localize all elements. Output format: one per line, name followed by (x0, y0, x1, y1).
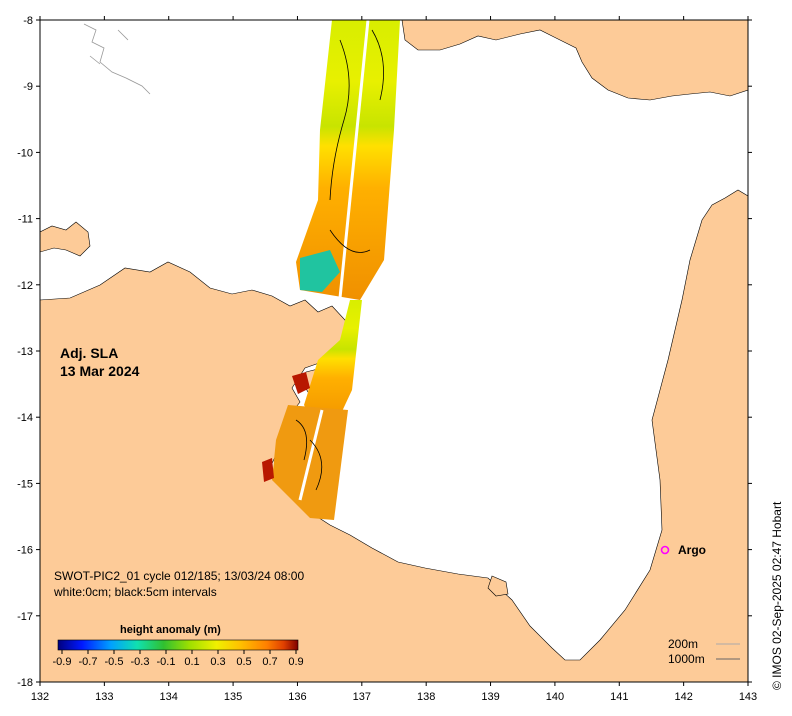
longitude-axis: 132 133 134 135 136 137 138 139 140 141 142 143 (31, 16, 757, 703)
lat-tick-label: -11 (18, 214, 33, 226)
land-tiwi-coast (40, 221, 91, 257)
lon-tick-label: 139 (481, 691, 499, 703)
latitude-axis: -8 -9 -10 -11 -12 -13 -14 -15 -16 -17 -18 (17, 15, 752, 689)
lat-tick-label: -18 (17, 677, 33, 689)
colorbar-tick-label: -0.1 (157, 656, 176, 668)
lat-tick-label: -15 (17, 478, 33, 490)
colorbar-tick-label: 0.7 (262, 656, 277, 668)
colorbar-tick-label: -0.3 (131, 656, 150, 668)
lon-tick-label: 141 (610, 691, 628, 703)
source-info: SWOT-PIC2_01 cycle 012/185; 13/03/24 08:… (54, 568, 304, 600)
lon-tick-label: 143 (739, 691, 757, 703)
lon-tick-label: 138 (417, 691, 435, 703)
lat-tick-label: -14 (17, 412, 33, 424)
colorbar-tick-label: 0.9 (288, 656, 303, 668)
lon-tick-label: 142 (674, 691, 692, 703)
lon-tick-label: 137 (353, 691, 371, 703)
lon-tick-label: 140 (546, 691, 564, 703)
depth-legend: 200m 1000m (668, 637, 705, 667)
land-cape-york (401, 20, 748, 101)
colorbar-tick-label: 0.3 (210, 656, 225, 668)
lat-tick-label: -13 (17, 346, 33, 358)
lat-tick-label: -10 (17, 147, 33, 159)
colorbar: -0.9 -0.7 -0.5 -0.3 -0.1 0.1 0.3 0.5 0.7 0.9 (53, 639, 304, 668)
colorbar-tick-label: -0.5 (105, 656, 124, 668)
lat-tick-label: -8 (23, 15, 33, 27)
lon-tick-label: 134 (160, 691, 178, 703)
depth-1000m-label: 1000m (668, 652, 705, 666)
swot-swath (262, 20, 400, 520)
land-arnhem-land (40, 189, 748, 682)
lat-tick-label: -16 (17, 545, 33, 557)
colorbar-tick-label: 0.1 (184, 656, 199, 668)
colorbar-title: height anomaly (m) (120, 624, 221, 636)
lat-tick-label: -17 (17, 611, 33, 623)
lon-tick-label: 136 (288, 691, 306, 703)
lat-tick-label: -9 (23, 81, 33, 93)
colorbar-tick-label: 0.5 (236, 656, 251, 668)
lon-tick-label: 135 (224, 691, 242, 703)
lon-tick-label: 133 (95, 691, 113, 703)
colorbar-ticks: -0.9 -0.7 -0.5 -0.3 -0.1 0.1 0.3 0.5 0.7 0.9 (53, 650, 304, 668)
colorbar-tick-label: -0.9 (53, 656, 72, 668)
land-wellesley-islands (487, 575, 509, 597)
argo-label: Argo (678, 543, 706, 557)
source-cycle-text: SWOT-PIC2_01 cycle 012/185; 13/03/24 08:… (54, 569, 305, 583)
map-title-date: 13 Mar 2024 (60, 363, 140, 379)
depth-200m-label: 200m (668, 637, 699, 651)
imos-credit: © IMOS 02-Sep-2025 02:47 Hobart (770, 501, 784, 690)
map-title-variable: Adj. SLA (60, 345, 119, 361)
lon-tick-label: 132 (31, 691, 49, 703)
argo-float-marker (660, 545, 670, 555)
colorbar-gradient (57, 639, 299, 651)
source-contour-text: white:0cm; black:5cm intervals (54, 585, 217, 599)
land-new-guinea-outline (83, 23, 151, 95)
lat-tick-label: -12 (17, 280, 33, 292)
colorbar-tick-label: -0.7 (79, 656, 98, 668)
map-title: Adj. SLA 13 Mar 2024 (60, 344, 139, 380)
